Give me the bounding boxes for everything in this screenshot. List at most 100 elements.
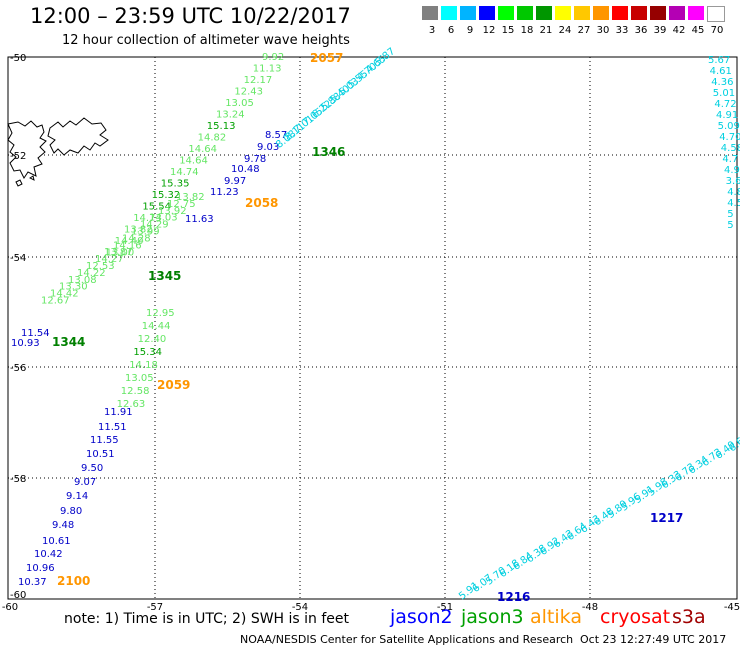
legend-swatch xyxy=(517,6,533,20)
lon-label: -60 xyxy=(2,602,18,613)
lat-label: -60 xyxy=(10,590,26,601)
legend-swatch xyxy=(498,6,514,20)
lat-label: -50 xyxy=(10,53,26,64)
wave-height-value: 10.51 xyxy=(86,449,115,460)
wave-height-value: 12.67 xyxy=(41,296,70,307)
pass-time-labels: 2057 1346 2058 1345 1344 2059 2100 1216 … xyxy=(52,51,683,604)
latitude-labels: -50 -52 -54 -56 -58 -60 xyxy=(10,53,26,601)
legend-value: 21 xyxy=(539,25,553,36)
wave-height-value: 5.09 xyxy=(718,121,740,132)
longitude-labels: -60 -57 -54 -51 -48 -45 xyxy=(2,602,740,613)
wave-height-value: 15.34 xyxy=(133,347,162,358)
legend-value: 42 xyxy=(672,25,686,36)
wave-height-value: 15.13 xyxy=(207,121,236,132)
wave-height-value: 11.23 xyxy=(210,187,239,198)
wave-height-value: 9.80 xyxy=(60,506,82,517)
wave-height-value: 9.48 xyxy=(52,520,74,531)
wave-height-value: 9.50 xyxy=(81,463,103,474)
wave-height-value: 14.82 xyxy=(198,133,227,144)
time-label: 1345 xyxy=(148,269,181,283)
wave-height-value: 4.58 xyxy=(721,143,740,154)
falkland-islands-coastline xyxy=(7,117,109,187)
wave-height-value: 5.67 xyxy=(708,55,730,66)
wave-height-value: 4.5 xyxy=(727,198,740,209)
wave-height-value: 14.64 xyxy=(179,156,208,167)
wave-height-value: 10.48 xyxy=(231,164,260,175)
map-title: 12:00 – 23:59 UTC 10/22/2017 xyxy=(30,4,351,28)
wave-height-value: 12.63 xyxy=(117,399,146,410)
wave-height-value: 10.61 xyxy=(42,536,71,547)
legend-value: 27 xyxy=(577,25,591,36)
wave-height-value: 9.14 xyxy=(66,491,88,502)
time-label: 1217 xyxy=(650,511,683,525)
credit-line: NOAA/NESDIS Center for Satellite Applica… xyxy=(240,633,574,646)
wave-height-value: 13.00 xyxy=(106,248,135,259)
time-label: 1346 xyxy=(312,145,345,159)
graticule xyxy=(8,57,737,599)
wave-height-value: 4.7 xyxy=(722,154,738,165)
wave-height-value: 4.72 xyxy=(714,99,736,110)
legend-swatch xyxy=(479,6,495,20)
wave-height-value: 10.93 xyxy=(11,338,40,349)
wave-height-value: 15.54 xyxy=(142,202,171,213)
wave-height-value: 14.40 xyxy=(115,236,144,247)
wave-height-value: 12.43 xyxy=(234,87,263,98)
lon-label: -54 xyxy=(292,602,308,613)
wave-height-value: 10.37 xyxy=(18,577,47,588)
wave-height-value: 4.61 xyxy=(710,66,732,77)
wave-height-value: 15.35 xyxy=(161,179,190,190)
wave-height-value: 14.16 xyxy=(113,240,142,251)
wave-height-value: 12.17 xyxy=(244,75,273,86)
wave-height-value: 12.40 xyxy=(138,334,167,345)
satellite-name: s3a xyxy=(672,606,706,628)
wave-height-value: 4.9 xyxy=(724,165,740,176)
wave-height-value: 11.55 xyxy=(90,435,119,446)
wave-height-value: 4.91 xyxy=(716,110,738,121)
wave-height-value: 13.05 xyxy=(225,98,254,109)
legend-value: 39 xyxy=(653,25,667,36)
wave-height-value: 8.57 xyxy=(265,130,287,141)
wave-height-value: 4.36 xyxy=(711,77,733,88)
time-label: 1344 xyxy=(52,335,85,349)
wave-height-value: 14.18 xyxy=(129,360,158,371)
wave-height-value: 14.73 xyxy=(133,213,162,224)
wave-height-value: 11.91 xyxy=(104,407,133,418)
legend-value: 3 xyxy=(428,25,436,36)
legend-swatch xyxy=(536,6,552,20)
legend-value: 9 xyxy=(466,25,474,36)
wave-height-value: 14.03 xyxy=(149,213,178,224)
legend-value: 6 xyxy=(447,25,455,36)
lon-label: -57 xyxy=(147,602,163,613)
map-subtitle: 12 hour collection of altimeter wave hei… xyxy=(62,33,350,48)
time-label: 1216 xyxy=(497,590,530,604)
wave-height-value: 10.96 xyxy=(26,563,55,574)
wave-height-value: 13.92 xyxy=(158,206,187,217)
wave-height-value: 15.32 xyxy=(152,190,181,201)
wave-height-value: 12.75 xyxy=(167,199,196,210)
legend-value: 15 xyxy=(501,25,515,36)
satellite-name: jason2 xyxy=(390,606,453,628)
lon-label: -51 xyxy=(437,602,453,613)
legend-swatch xyxy=(631,6,647,20)
legend-value: 45 xyxy=(691,25,705,36)
legend-value: 36 xyxy=(634,25,648,36)
wave-height-value: 5 xyxy=(727,220,733,231)
lat-label: -52 xyxy=(10,151,26,162)
time-label: 2100 xyxy=(57,574,90,588)
legend-swatch xyxy=(593,6,609,20)
wave-height-value: 11.63 xyxy=(185,214,214,225)
time-label: 2057 xyxy=(310,51,343,65)
wave-height-value: 14.29 xyxy=(140,220,169,231)
lat-label: -56 xyxy=(10,363,26,374)
legend-swatch xyxy=(707,6,725,22)
wave-height-value: 13.87 xyxy=(104,247,133,258)
wave-height-value: 11.54 xyxy=(21,328,50,339)
time-label: 2059 xyxy=(157,378,190,392)
legend-value: 30 xyxy=(596,25,610,36)
wave-height-value: 9.07 xyxy=(74,477,96,488)
legend-swatch xyxy=(555,6,571,20)
wave-height-value: 4.8 xyxy=(727,187,740,198)
lon-label: -48 xyxy=(582,602,598,613)
lat-label: -58 xyxy=(10,474,26,485)
